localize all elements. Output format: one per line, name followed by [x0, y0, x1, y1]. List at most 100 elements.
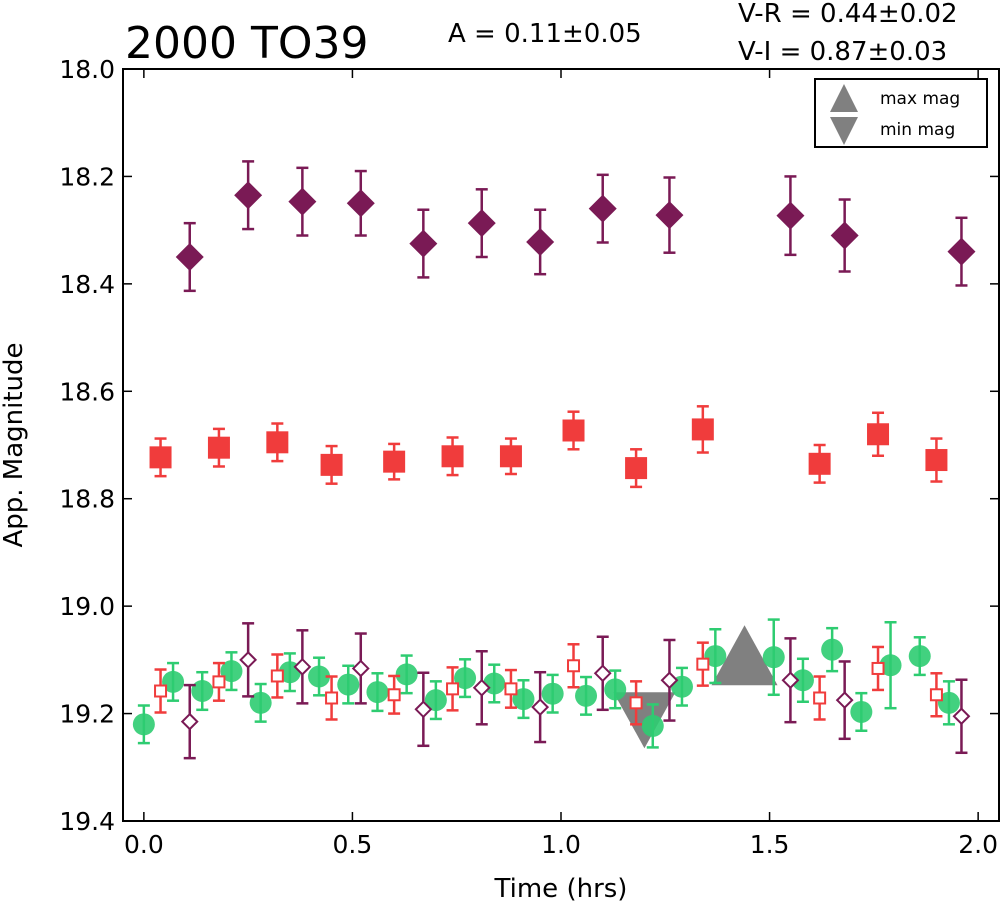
open-square-point [629, 696, 643, 710]
open-square-point [696, 657, 710, 671]
square-point [925, 449, 948, 472]
open-diamond-point [835, 691, 854, 710]
legend-min-mag-marker [830, 117, 858, 145]
square-point [320, 453, 343, 476]
max-mag-marker [711, 625, 778, 686]
circle-point [641, 714, 664, 737]
diamond-point [830, 221, 859, 250]
circle-point [850, 700, 873, 723]
y-tick-label: 19.0 [59, 592, 115, 621]
y-tick-label: 19.4 [59, 807, 115, 836]
series-0 [175, 160, 976, 293]
circle-point [249, 691, 272, 714]
open-square-point [929, 688, 943, 702]
circle-point [512, 688, 535, 711]
color-vi-label: V-I = 0.87±0.03 [738, 37, 947, 67]
open-diamond-point [239, 650, 258, 669]
circle-point [541, 682, 564, 705]
circle-point [191, 680, 214, 703]
series-4 [180, 622, 971, 760]
circle-point [879, 654, 902, 677]
circle-point [454, 667, 477, 690]
legend-max-mag-label: max mag [880, 89, 960, 109]
legend-max-mag-marker [830, 84, 858, 112]
circle-point [604, 678, 627, 701]
plot-area [132, 160, 976, 760]
square-point [625, 457, 648, 480]
square-point [867, 423, 890, 446]
circle-point [575, 684, 598, 707]
color-vr-label: V-R = 0.44±0.02 [738, 0, 958, 29]
square-point [562, 419, 585, 442]
circle-point [162, 670, 185, 693]
open-square-point [325, 691, 339, 705]
x-tick-label: 1.5 [750, 830, 790, 859]
y-tick-label: 18.8 [59, 485, 115, 514]
diamond-point [467, 209, 496, 238]
square-point [499, 445, 522, 468]
open-square-point [813, 691, 827, 705]
circle-point [791, 669, 814, 692]
open-square-point [567, 659, 581, 673]
diamond-point [776, 201, 805, 230]
square-point [441, 445, 464, 468]
open-diamond-point [660, 671, 679, 690]
open-diamond-point [351, 659, 370, 678]
square-point [808, 452, 831, 475]
open-diamond-point [180, 712, 199, 731]
open-square-point [387, 688, 401, 702]
circle-point [821, 638, 844, 661]
series-1 [149, 405, 948, 489]
circle-point [424, 689, 447, 712]
open-square-point [270, 669, 284, 683]
open-diamond-point [531, 698, 550, 717]
diamond-point [655, 201, 684, 230]
square-point [149, 446, 172, 469]
diamond-point [409, 229, 438, 258]
y-axis-label: App. Magnitude [0, 342, 29, 547]
circle-point [220, 660, 243, 683]
square-point [691, 418, 714, 441]
series-2 [132, 618, 960, 749]
square-point [383, 450, 406, 473]
circle-point [366, 681, 389, 704]
x-tick-label: 0.0 [124, 830, 164, 859]
open-diamond-point [593, 664, 612, 683]
x-tick-label: 2.0 [958, 830, 998, 859]
y-tick-label: 18.0 [59, 55, 115, 84]
circle-point [762, 646, 785, 669]
diamond-point [288, 187, 317, 216]
y-tick-label: 19.2 [59, 700, 115, 729]
diamond-point [346, 189, 375, 218]
x-tick-label: 1.0 [541, 830, 581, 859]
circle-point [937, 691, 960, 714]
axes: 0.0 0.5 1.0 1.5 2.0 18.0 18.2 18.4 18.6 18.8 19.0 1… [59, 55, 1000, 859]
open-square-point [871, 661, 885, 675]
circle-point [908, 645, 931, 668]
circle-point [704, 645, 727, 668]
y-tick-label: 18.2 [59, 162, 115, 191]
open-diamond-point [293, 657, 312, 676]
open-square-point [504, 682, 518, 696]
square-point [266, 431, 289, 454]
y-tick-label: 18.6 [59, 377, 115, 406]
diamond-point [947, 237, 976, 266]
open-square-point [212, 675, 226, 689]
amplitude-label: A = 0.11±0.05 [448, 19, 642, 49]
open-diamond-point [414, 700, 433, 719]
legend-min-mag-label: min mag [880, 120, 955, 140]
x-axis-label: Time (hrs) [494, 874, 628, 904]
x-tick-label: 0.5 [333, 830, 373, 859]
open-square-point [446, 682, 460, 696]
chart-title: 2000 TO39 [125, 18, 368, 69]
open-diamond-point [952, 707, 971, 726]
circle-point [132, 713, 155, 736]
legend: max mag min mag [814, 78, 988, 148]
square-point [207, 436, 230, 459]
circle-point [337, 673, 360, 696]
circle-point [395, 663, 418, 686]
diamond-point [526, 227, 555, 256]
diamond-point [234, 181, 263, 210]
open-square-point [154, 684, 168, 698]
